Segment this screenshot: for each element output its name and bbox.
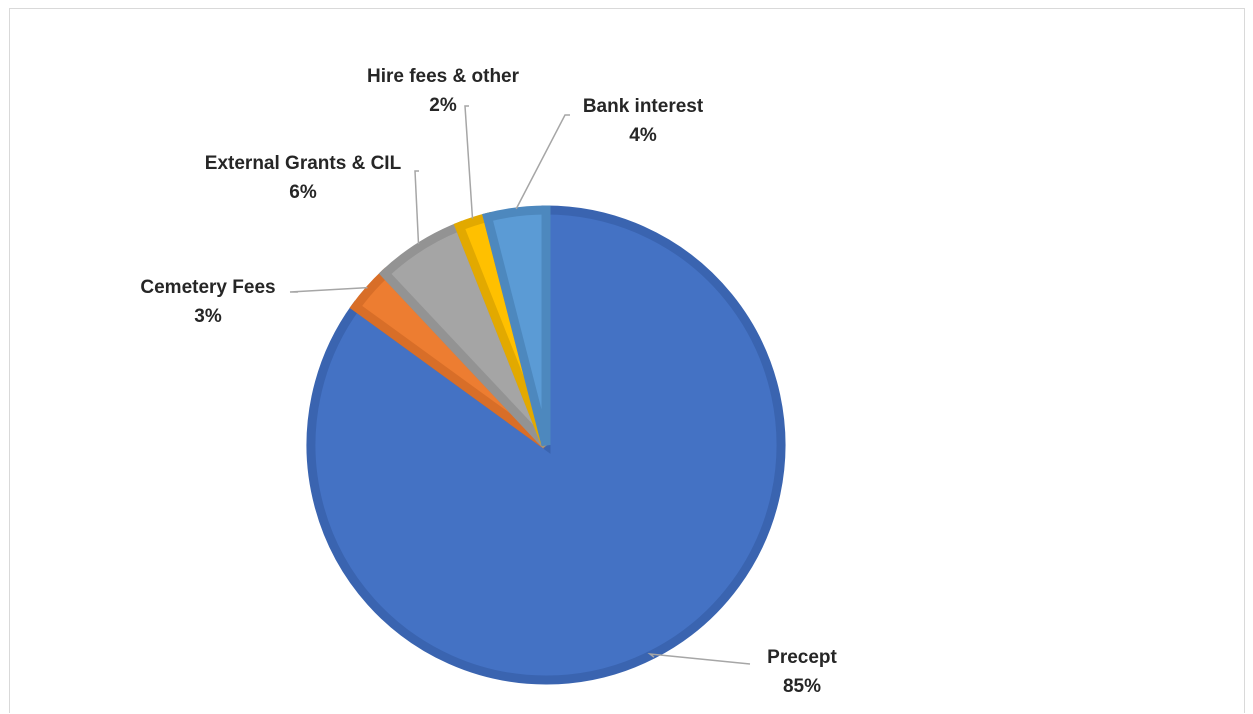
leader-line-cemetery-fees: [289, 286, 368, 293]
data-label-hire-fees-value: 2%: [429, 95, 457, 116]
pie-chart: Precept 85% Cemetery Fees 3% External Gr…: [140, 66, 837, 697]
slices-layer: [306, 205, 786, 685]
data-label-cemetery-fees-name: Cemetery Fees: [140, 277, 275, 298]
data-label-external-grants-name: External Grants & CIL: [205, 153, 402, 174]
leader-line-hire-fees-and-other: [464, 105, 474, 219]
leader-line-bank-interest: [515, 114, 570, 210]
data-label-bank-interest-value: 4%: [629, 125, 657, 146]
data-label-cemetery-fees-value: 3%: [194, 306, 222, 327]
leader-line-precept: [647, 652, 751, 665]
pie-slice-bank-interest: [482, 205, 551, 447]
data-label-precept-value: 85%: [783, 676, 821, 697]
data-label-hire-fees-name: Hire fees & other: [367, 66, 520, 87]
data-labels-layer: Precept 85% Cemetery Fees 3% External Gr…: [140, 66, 837, 697]
data-label-precept-name: Precept: [767, 647, 837, 668]
leader-line-external-grants-and-cil: [414, 170, 420, 245]
chart-area: Precept 85% Cemetery Fees 3% External Gr…: [9, 8, 1245, 713]
data-label-bank-interest-name: Bank interest: [583, 96, 704, 117]
data-label-external-grants-value: 6%: [289, 182, 317, 203]
leader-lines-layer: [289, 105, 751, 665]
